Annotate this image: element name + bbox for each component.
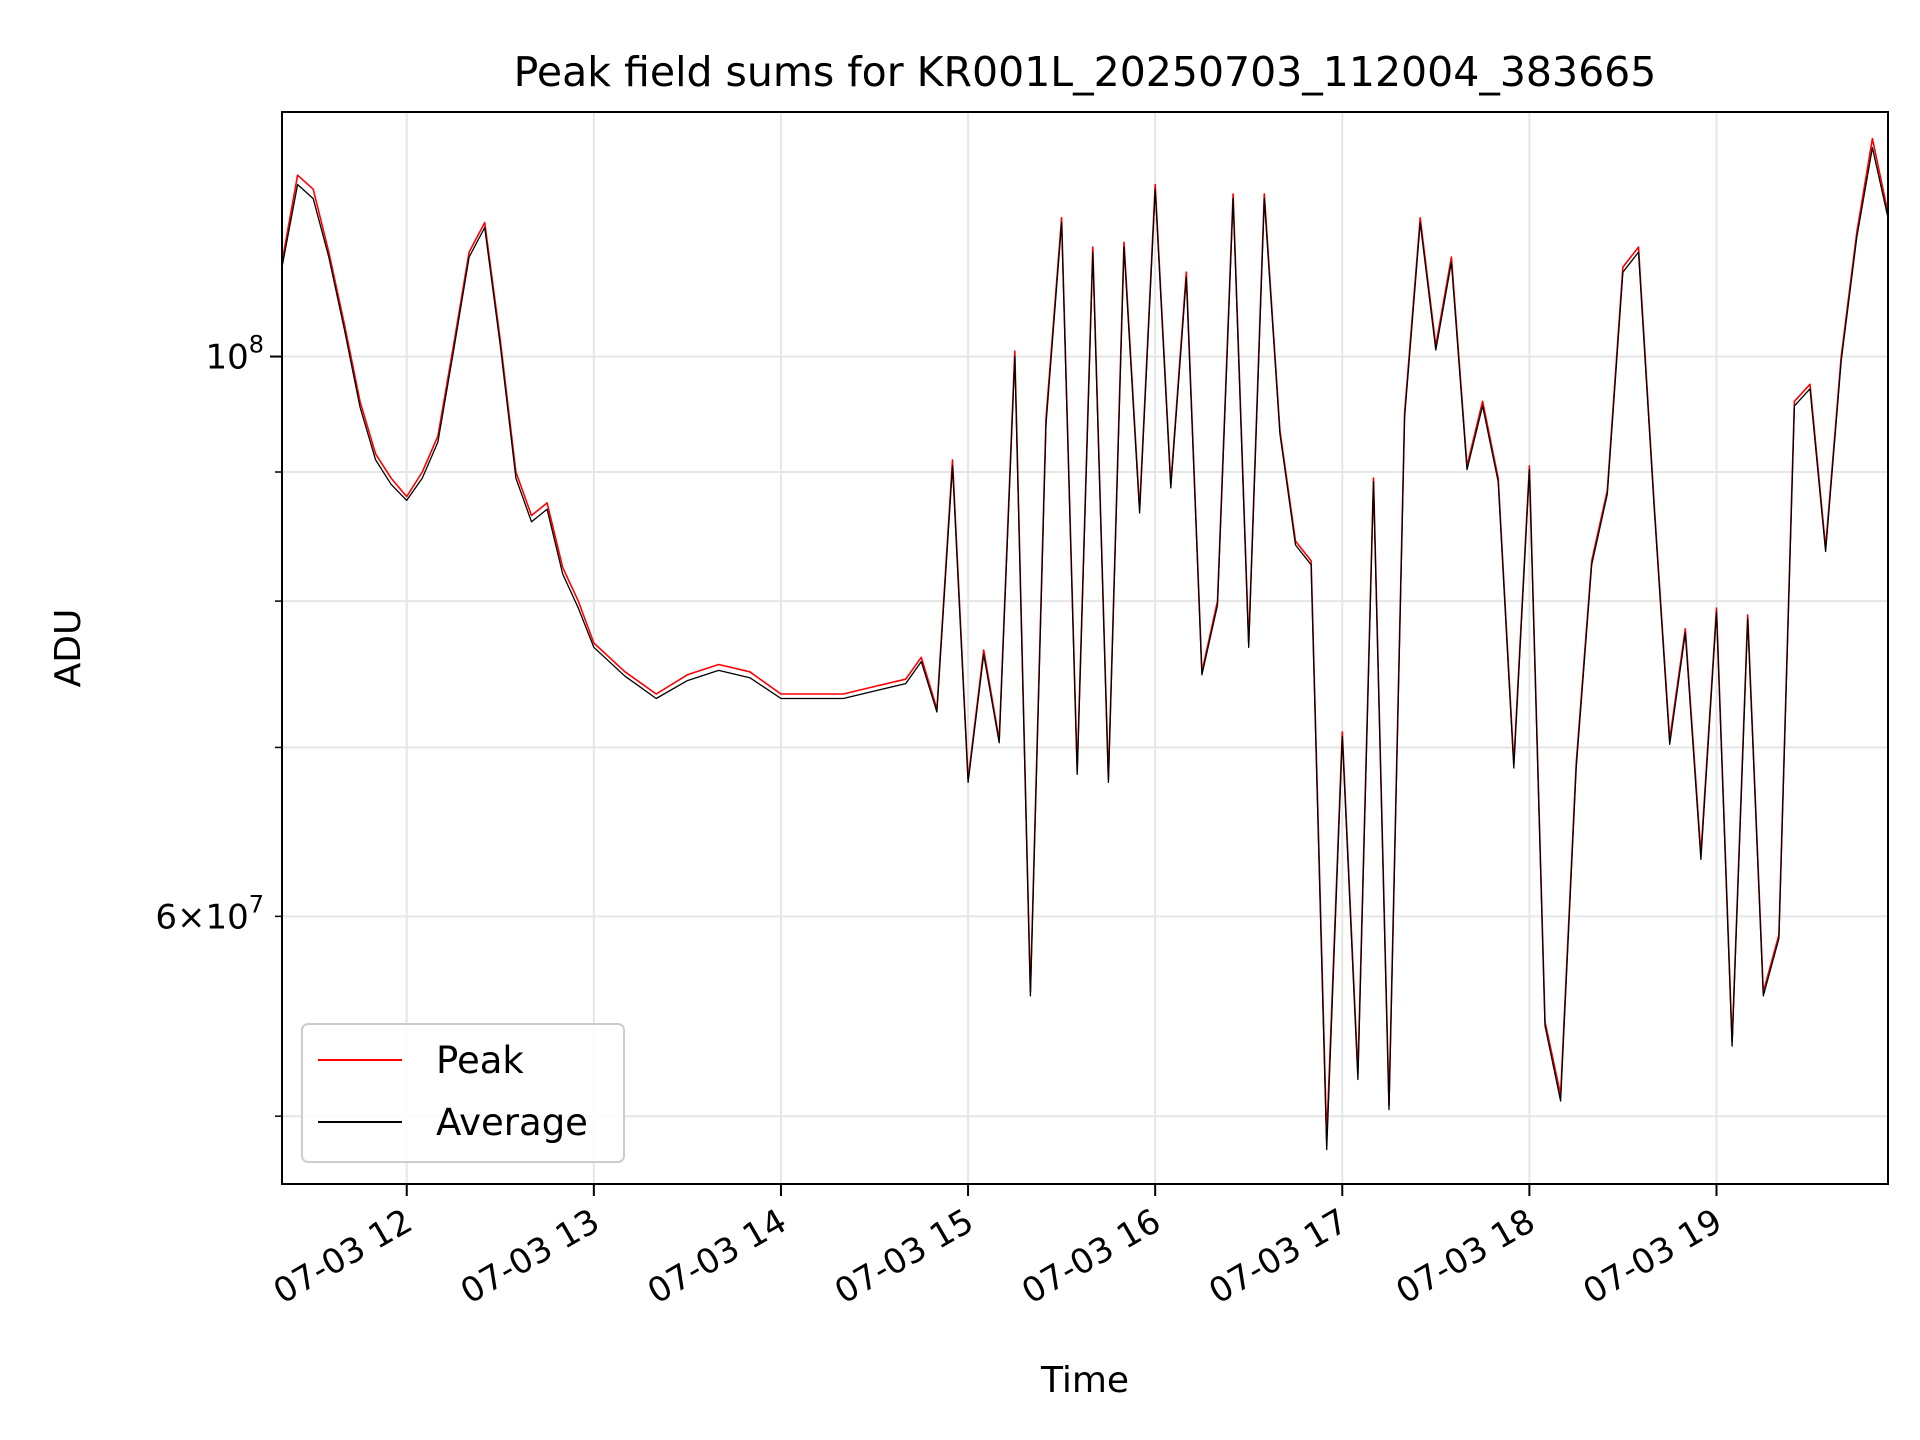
series-line-average xyxy=(282,146,1888,1151)
series-layer xyxy=(282,137,1888,1151)
y-tick-base: 10 xyxy=(205,897,248,937)
chart-title: Peak field sums for KR001L_20250703_1120… xyxy=(514,48,1657,96)
legend-box xyxy=(301,1023,625,1163)
y-tick-exponent: 7 xyxy=(249,890,264,918)
y-tick-times: × xyxy=(177,897,206,937)
x-axis-label: Time xyxy=(1040,1360,1129,1401)
legend-average-label: Average xyxy=(436,1101,588,1144)
y-tick-mantissa: 6 xyxy=(155,897,177,937)
y-tick-base: 10 xyxy=(205,338,248,378)
y-tick-label: 6×107 xyxy=(155,890,264,937)
plot-frame xyxy=(281,111,1889,1185)
y-tick-label: 108 xyxy=(205,331,264,378)
legend-peak-label: Peak xyxy=(436,1039,524,1082)
legend: Peak Average xyxy=(301,1023,625,1163)
y-axis-label: ADU xyxy=(48,609,89,688)
y-tick-exponent: 8 xyxy=(249,331,264,359)
